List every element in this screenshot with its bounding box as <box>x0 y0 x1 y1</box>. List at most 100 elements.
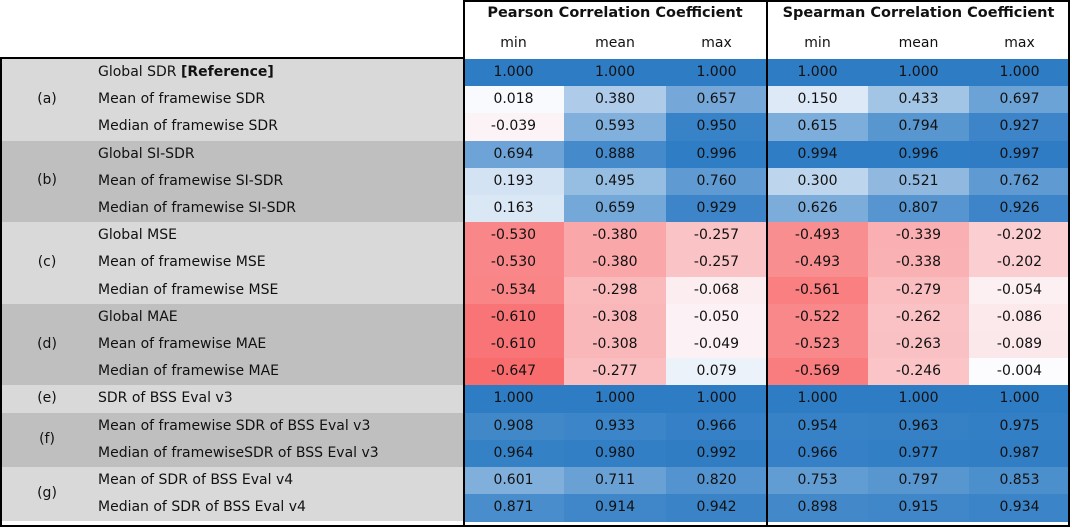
value-cell: 1.000 <box>767 59 868 87</box>
value-cell: -0.277 <box>564 358 666 387</box>
column-header-min: min <box>804 35 831 51</box>
value-cell: -0.039 <box>463 113 564 142</box>
value-cell: 0.888 <box>564 140 666 169</box>
metric-name: Mean of framewise MAE <box>98 336 267 352</box>
value-cell: 0.997 <box>969 140 1070 169</box>
column-header-min: min <box>500 35 527 51</box>
value-cell: 0.300 <box>767 167 868 196</box>
value-cell: 0.380 <box>564 86 666 115</box>
value-cell: 0.657 <box>666 86 767 115</box>
metric-label: Mean of framewise SDR of BSS Eval v3 <box>98 418 370 434</box>
value-cell: 0.193 <box>463 167 564 196</box>
value-cell: -0.262 <box>868 303 969 332</box>
metric-name: Global MAE <box>98 308 178 325</box>
value-cell: -0.493 <box>767 249 868 278</box>
value-cell: -0.050 <box>666 303 767 332</box>
group-label: (e) <box>37 390 57 406</box>
metric-name: SDR of BSS Eval v3 <box>98 390 233 407</box>
metric-label: Median of framewise SDR <box>98 118 278 134</box>
group-label: (b) <box>37 172 57 189</box>
group-band <box>2 59 463 141</box>
group-band <box>2 222 463 304</box>
value-cell: -0.054 <box>969 276 1070 305</box>
value-cell: 0.694 <box>463 140 564 169</box>
value-cell: 0.942 <box>666 494 767 523</box>
column-header-max: max <box>701 35 732 51</box>
value-cell: -0.338 <box>868 249 969 278</box>
metric-name: Median of SDR of BSS Eval v4 <box>98 499 306 516</box>
metric-name: Median of framewiseSDR of BSS Eval v3 <box>98 444 379 461</box>
group-label: (f) <box>39 430 55 447</box>
value-cell: 0.711 <box>564 467 666 495</box>
value-cell: -0.202 <box>969 222 1070 251</box>
value-cell: 0.966 <box>666 412 767 441</box>
group-label: (c) <box>37 254 57 270</box>
value-cell: -0.089 <box>969 331 1070 359</box>
group-band <box>2 467 463 522</box>
value-cell: 0.626 <box>767 195 868 223</box>
value-cell: 0.996 <box>868 140 969 169</box>
column-header-mean: mean <box>898 35 939 51</box>
value-cell: 0.908 <box>463 412 564 441</box>
value-cell: -0.647 <box>463 358 564 387</box>
value-cell: 0.760 <box>666 167 767 196</box>
value-cell: 1.000 <box>564 385 666 414</box>
value-cell: -0.298 <box>564 276 666 305</box>
value-cell: -0.246 <box>868 358 969 387</box>
value-cell: 0.794 <box>868 113 969 142</box>
metric-label: Mean of framewise SDR <box>98 91 265 107</box>
value-cell: -0.086 <box>969 303 1070 332</box>
reference-tag: [Reference] <box>180 64 274 80</box>
value-cell: 0.996 <box>666 140 767 169</box>
value-cell: 1.000 <box>969 59 1070 87</box>
value-cell: 0.807 <box>868 195 969 223</box>
spearman-title: Spearman Correlation Coefficient <box>782 5 1055 21</box>
labels-frame <box>0 57 465 527</box>
value-cell: 1.000 <box>463 59 564 87</box>
value-cell: -0.530 <box>463 249 564 278</box>
metric-name: Median of framewise MAE <box>98 363 280 380</box>
value-cell: -0.610 <box>463 303 564 332</box>
metric-name: Median of framewise SI-SDR <box>98 200 296 216</box>
value-cell: 0.963 <box>868 412 969 441</box>
value-cell: -0.202 <box>969 249 1070 278</box>
value-cell: 0.018 <box>463 86 564 115</box>
value-cell: -0.522 <box>767 303 868 332</box>
group-band <box>2 412 463 467</box>
value-cell: -0.279 <box>868 276 969 305</box>
value-cell: 1.000 <box>868 59 969 87</box>
value-cell: 0.975 <box>969 412 1070 441</box>
value-cell: 0.914 <box>564 494 666 523</box>
value-cell: 0.992 <box>666 439 767 468</box>
value-cell: 0.659 <box>564 195 666 223</box>
value-cell: 1.000 <box>868 385 969 414</box>
value-cell: -0.493 <box>767 222 868 251</box>
value-cell: 1.000 <box>666 385 767 414</box>
pearson-title: Pearson Correlation Coefficient <box>487 5 743 21</box>
value-cell: -0.523 <box>767 331 868 359</box>
value-cell: 0.926 <box>969 195 1070 223</box>
value-cell: 0.954 <box>767 412 868 441</box>
group-band <box>2 140 463 223</box>
value-cell: 0.079 <box>666 358 767 387</box>
value-cell: 0.593 <box>564 113 666 142</box>
value-cell: 0.762 <box>969 167 1070 196</box>
metric-label: Median of SDR of BSS Eval v4 <box>98 499 306 515</box>
group-label: (a) <box>37 90 57 107</box>
value-cell: 0.966 <box>767 439 868 468</box>
value-cell: 0.697 <box>969 86 1070 115</box>
column-header-mean: mean <box>595 35 635 51</box>
value-cell: -0.561 <box>767 276 868 305</box>
value-cell: 0.521 <box>868 167 969 196</box>
value-cell: 0.980 <box>564 439 666 468</box>
value-cell: -0.308 <box>564 303 666 332</box>
value-cell: 0.933 <box>564 412 666 441</box>
metric-label: Global SDR [Reference] <box>98 64 274 80</box>
value-cell: 0.929 <box>666 195 767 223</box>
section-divider <box>766 0 768 527</box>
metric-label: Global SI-SDR <box>98 146 195 162</box>
metric-label: Median of framewise SI-SDR <box>98 200 296 216</box>
value-cell: 0.994 <box>767 140 868 169</box>
metric-label: Median of framewiseSDR of BSS Eval v3 <box>98 445 379 461</box>
